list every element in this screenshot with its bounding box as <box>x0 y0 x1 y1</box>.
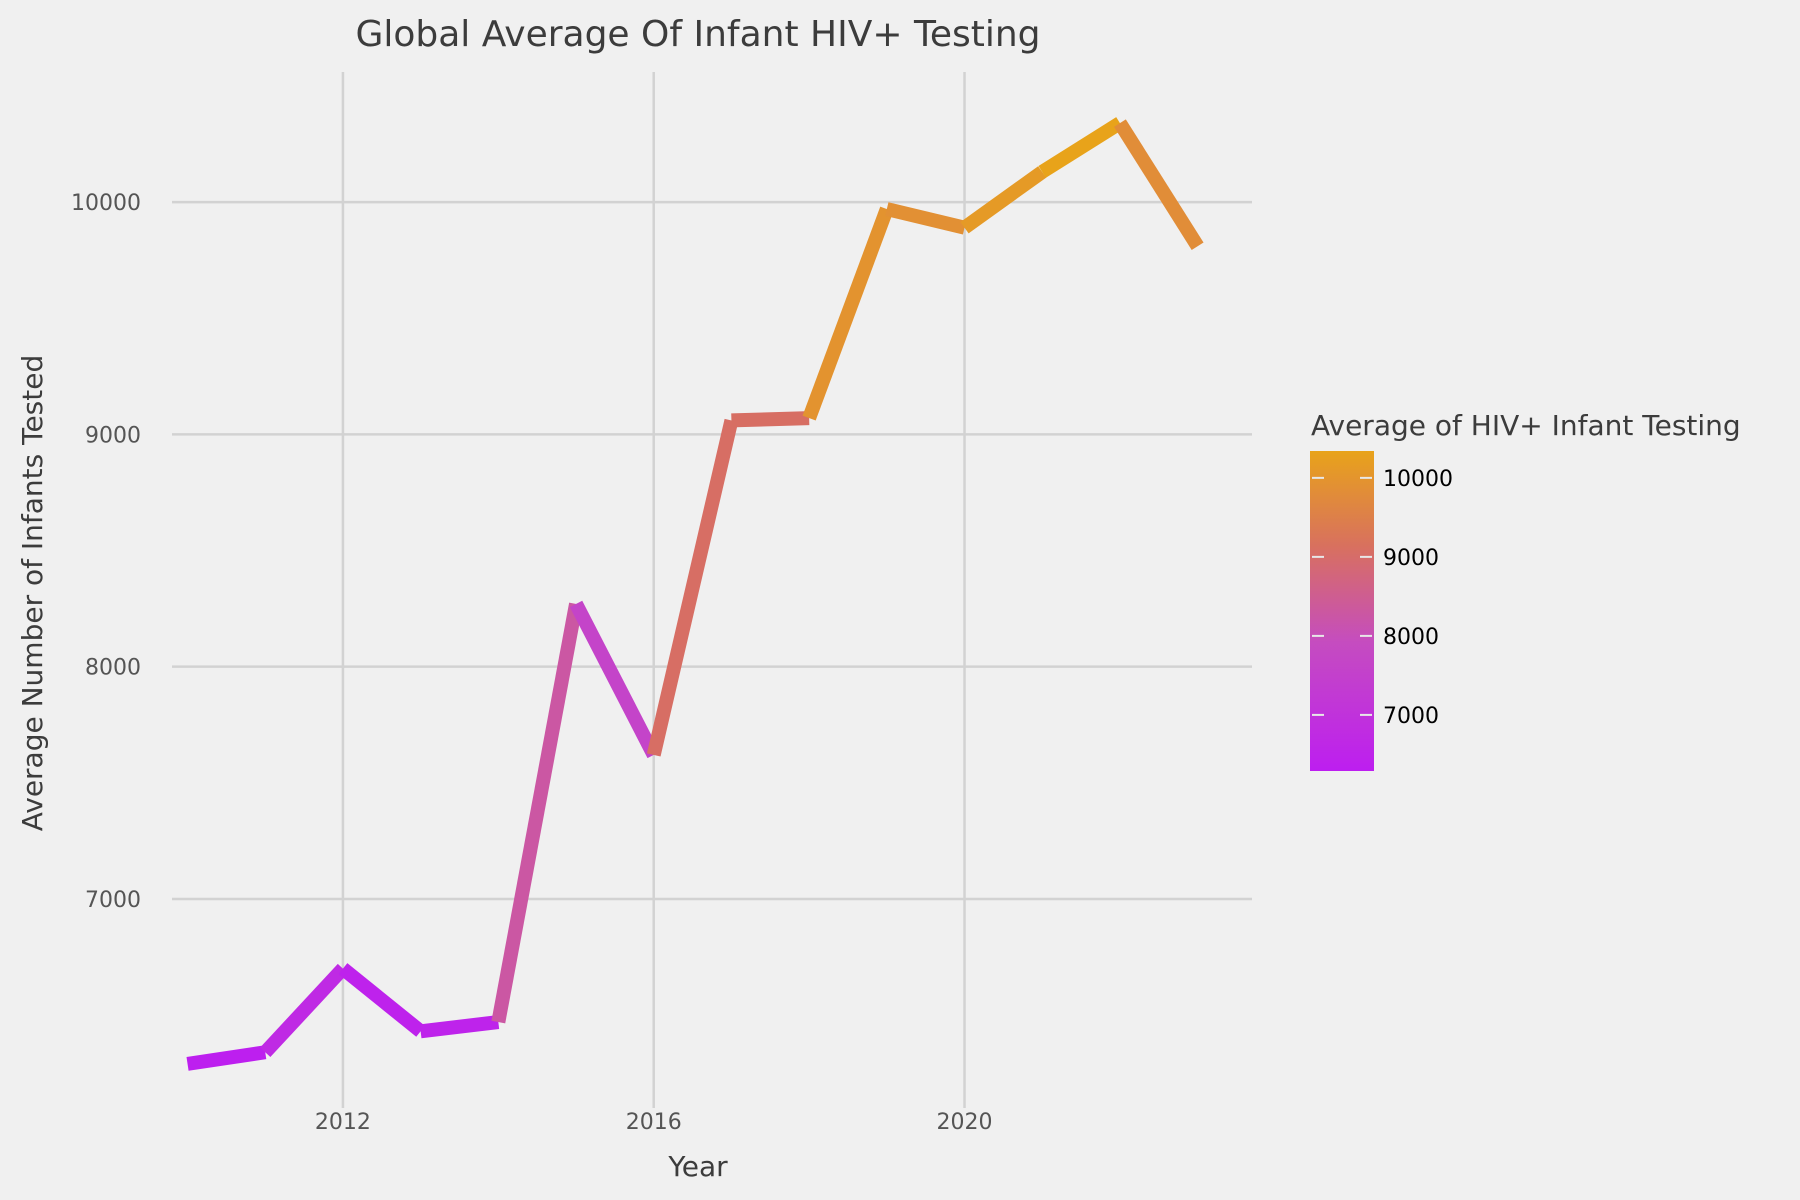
y-tick-label-8000: 8000 <box>85 656 141 681</box>
line-segment-2021-2022 <box>1038 117 1124 178</box>
color-bar <box>1310 451 1374 771</box>
grid-lines <box>172 72 1252 1108</box>
legend-tick-label-8000: 8000 <box>1383 625 1439 650</box>
x-tick-label-2020: 2020 <box>937 1110 993 1135</box>
line-segment-2022-2023 <box>1113 119 1204 250</box>
x-tick-label-2016: 2016 <box>626 1110 682 1135</box>
color-legend: Average of HIV+ Infant Testing 7000 8000 9… <box>1310 409 1741 771</box>
line-segment-2012-2013 <box>338 963 426 1037</box>
line-segment-2013-2014 <box>419 1015 500 1039</box>
line-segment-2020-2021 <box>960 166 1047 234</box>
legend-ticks: 7000 8000 9000 10000 <box>1312 467 1453 729</box>
line-segment-2019-2020 <box>885 202 967 235</box>
line-segment-2015-2016 <box>569 600 660 759</box>
line-segment-2014-2015 <box>491 602 583 1024</box>
line-segment-2016-2017 <box>646 418 739 757</box>
legend-tick-label-7000: 7000 <box>1383 704 1439 729</box>
chart-title: Global Average Of Infant HIV+ Testing <box>355 14 1040 55</box>
legend-tick-label-9000: 9000 <box>1383 546 1439 571</box>
x-axis-label: Year <box>667 1150 728 1183</box>
x-tick-label-2012: 2012 <box>315 1110 371 1135</box>
line-segment-2017-2018 <box>731 411 810 428</box>
axes: 7000 8000 9000 10000 2012 2016 2020 <box>71 191 993 1135</box>
data-line <box>186 117 1204 1071</box>
y-tick-label-10000: 10000 <box>71 191 141 216</box>
legend-title: Average of HIV+ Infant Testing <box>1311 409 1741 442</box>
y-tick-label-9000: 9000 <box>85 423 141 448</box>
line-segment-2010-2011 <box>186 1045 267 1071</box>
line-segment-2011-2012 <box>260 963 349 1058</box>
y-axis-label: Average Number of Infants Tested <box>16 355 49 832</box>
legend-tick-label-10000: 10000 <box>1383 467 1453 492</box>
line-segment-2018-2019 <box>802 206 894 421</box>
y-tick-label-7000: 7000 <box>85 888 141 913</box>
